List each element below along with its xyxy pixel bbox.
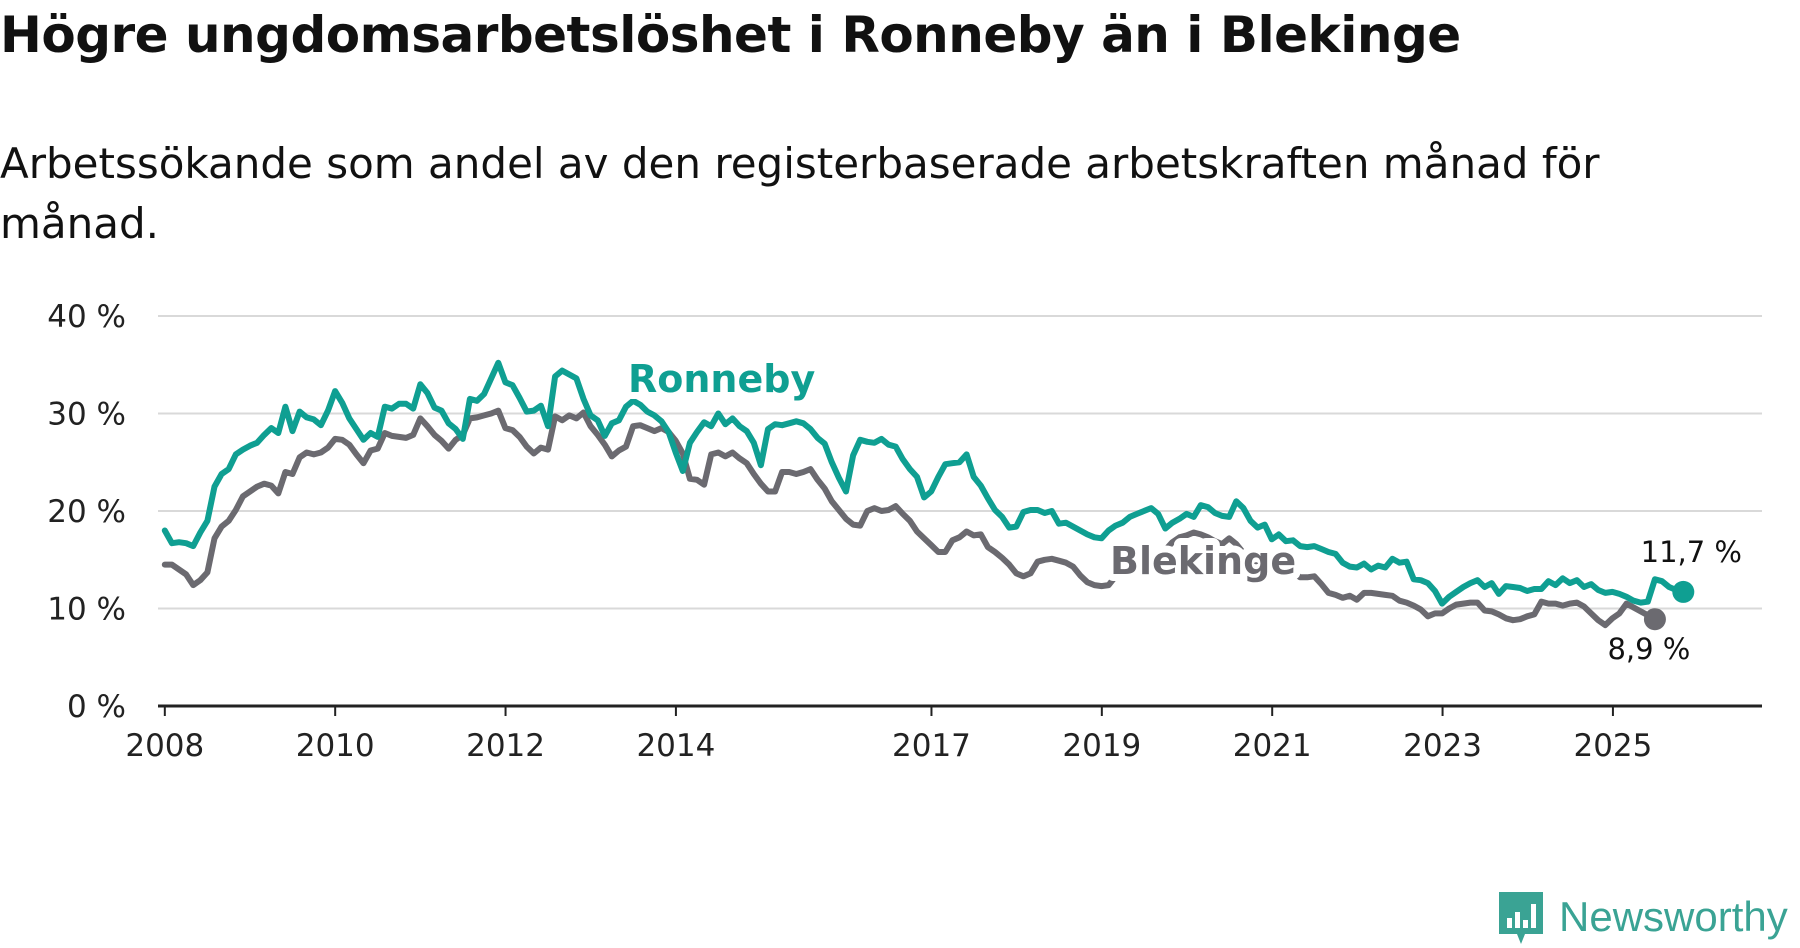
- end-point-ronneby: [1672, 580, 1695, 603]
- end-point-blekinge: [1643, 608, 1666, 631]
- y-tick-label: 40 %: [47, 299, 126, 335]
- series-labels: Ronneby Blekinge 11,7 % 8,9 %: [621, 350, 1742, 666]
- series-lines: [161, 359, 1695, 631]
- x-tick-label: 2010: [296, 728, 375, 764]
- x-tick-label: 2019: [1062, 728, 1141, 764]
- x-tick-label: 2017: [892, 728, 971, 764]
- x-tick-label: 2021: [1233, 728, 1312, 764]
- y-tick-label: 20 %: [47, 494, 126, 530]
- end-label-blekinge: 8,9 %: [1607, 632, 1690, 666]
- y-tick-label: 10 %: [47, 592, 126, 628]
- newsworthy-brand: Newsworthy: [1495, 888, 1788, 946]
- x-tick-label: 2023: [1403, 728, 1482, 764]
- y-tick-label: 0 %: [67, 689, 126, 725]
- end-label-ronneby: 11,7 %: [1641, 535, 1742, 569]
- series-label-ronneby: Ronneby: [628, 357, 815, 401]
- gridlines: [158, 315, 1762, 610]
- series-line-blekinge: [161, 407, 1658, 629]
- newsworthy-logo-icon: [1499, 892, 1543, 944]
- x-tick-label: 2014: [636, 728, 715, 764]
- x-tick-label: 2008: [125, 728, 204, 764]
- chart-title: Högre ungdomsarbetslöshet i Ronneby än i…: [0, 6, 1461, 64]
- y-axis-ticks: 0 % 10 % 20 % 30 % 40 %: [47, 299, 126, 725]
- brand-name: Newsworthy: [1559, 893, 1788, 940]
- x-tick-label: 2012: [466, 728, 545, 764]
- y-tick-label: 30 %: [47, 397, 126, 433]
- x-axis-ticks: 2008 2010 2012 2014 2017 2019 2021 2023 2025: [125, 706, 1652, 764]
- series-line-ronneby: [161, 359, 1687, 607]
- series-label-blekinge: Blekinge: [1110, 539, 1296, 583]
- x-tick-label: 2025: [1573, 728, 1652, 764]
- chart-subtitle: Arbetssökande som andel av den registerb…: [0, 139, 1600, 248]
